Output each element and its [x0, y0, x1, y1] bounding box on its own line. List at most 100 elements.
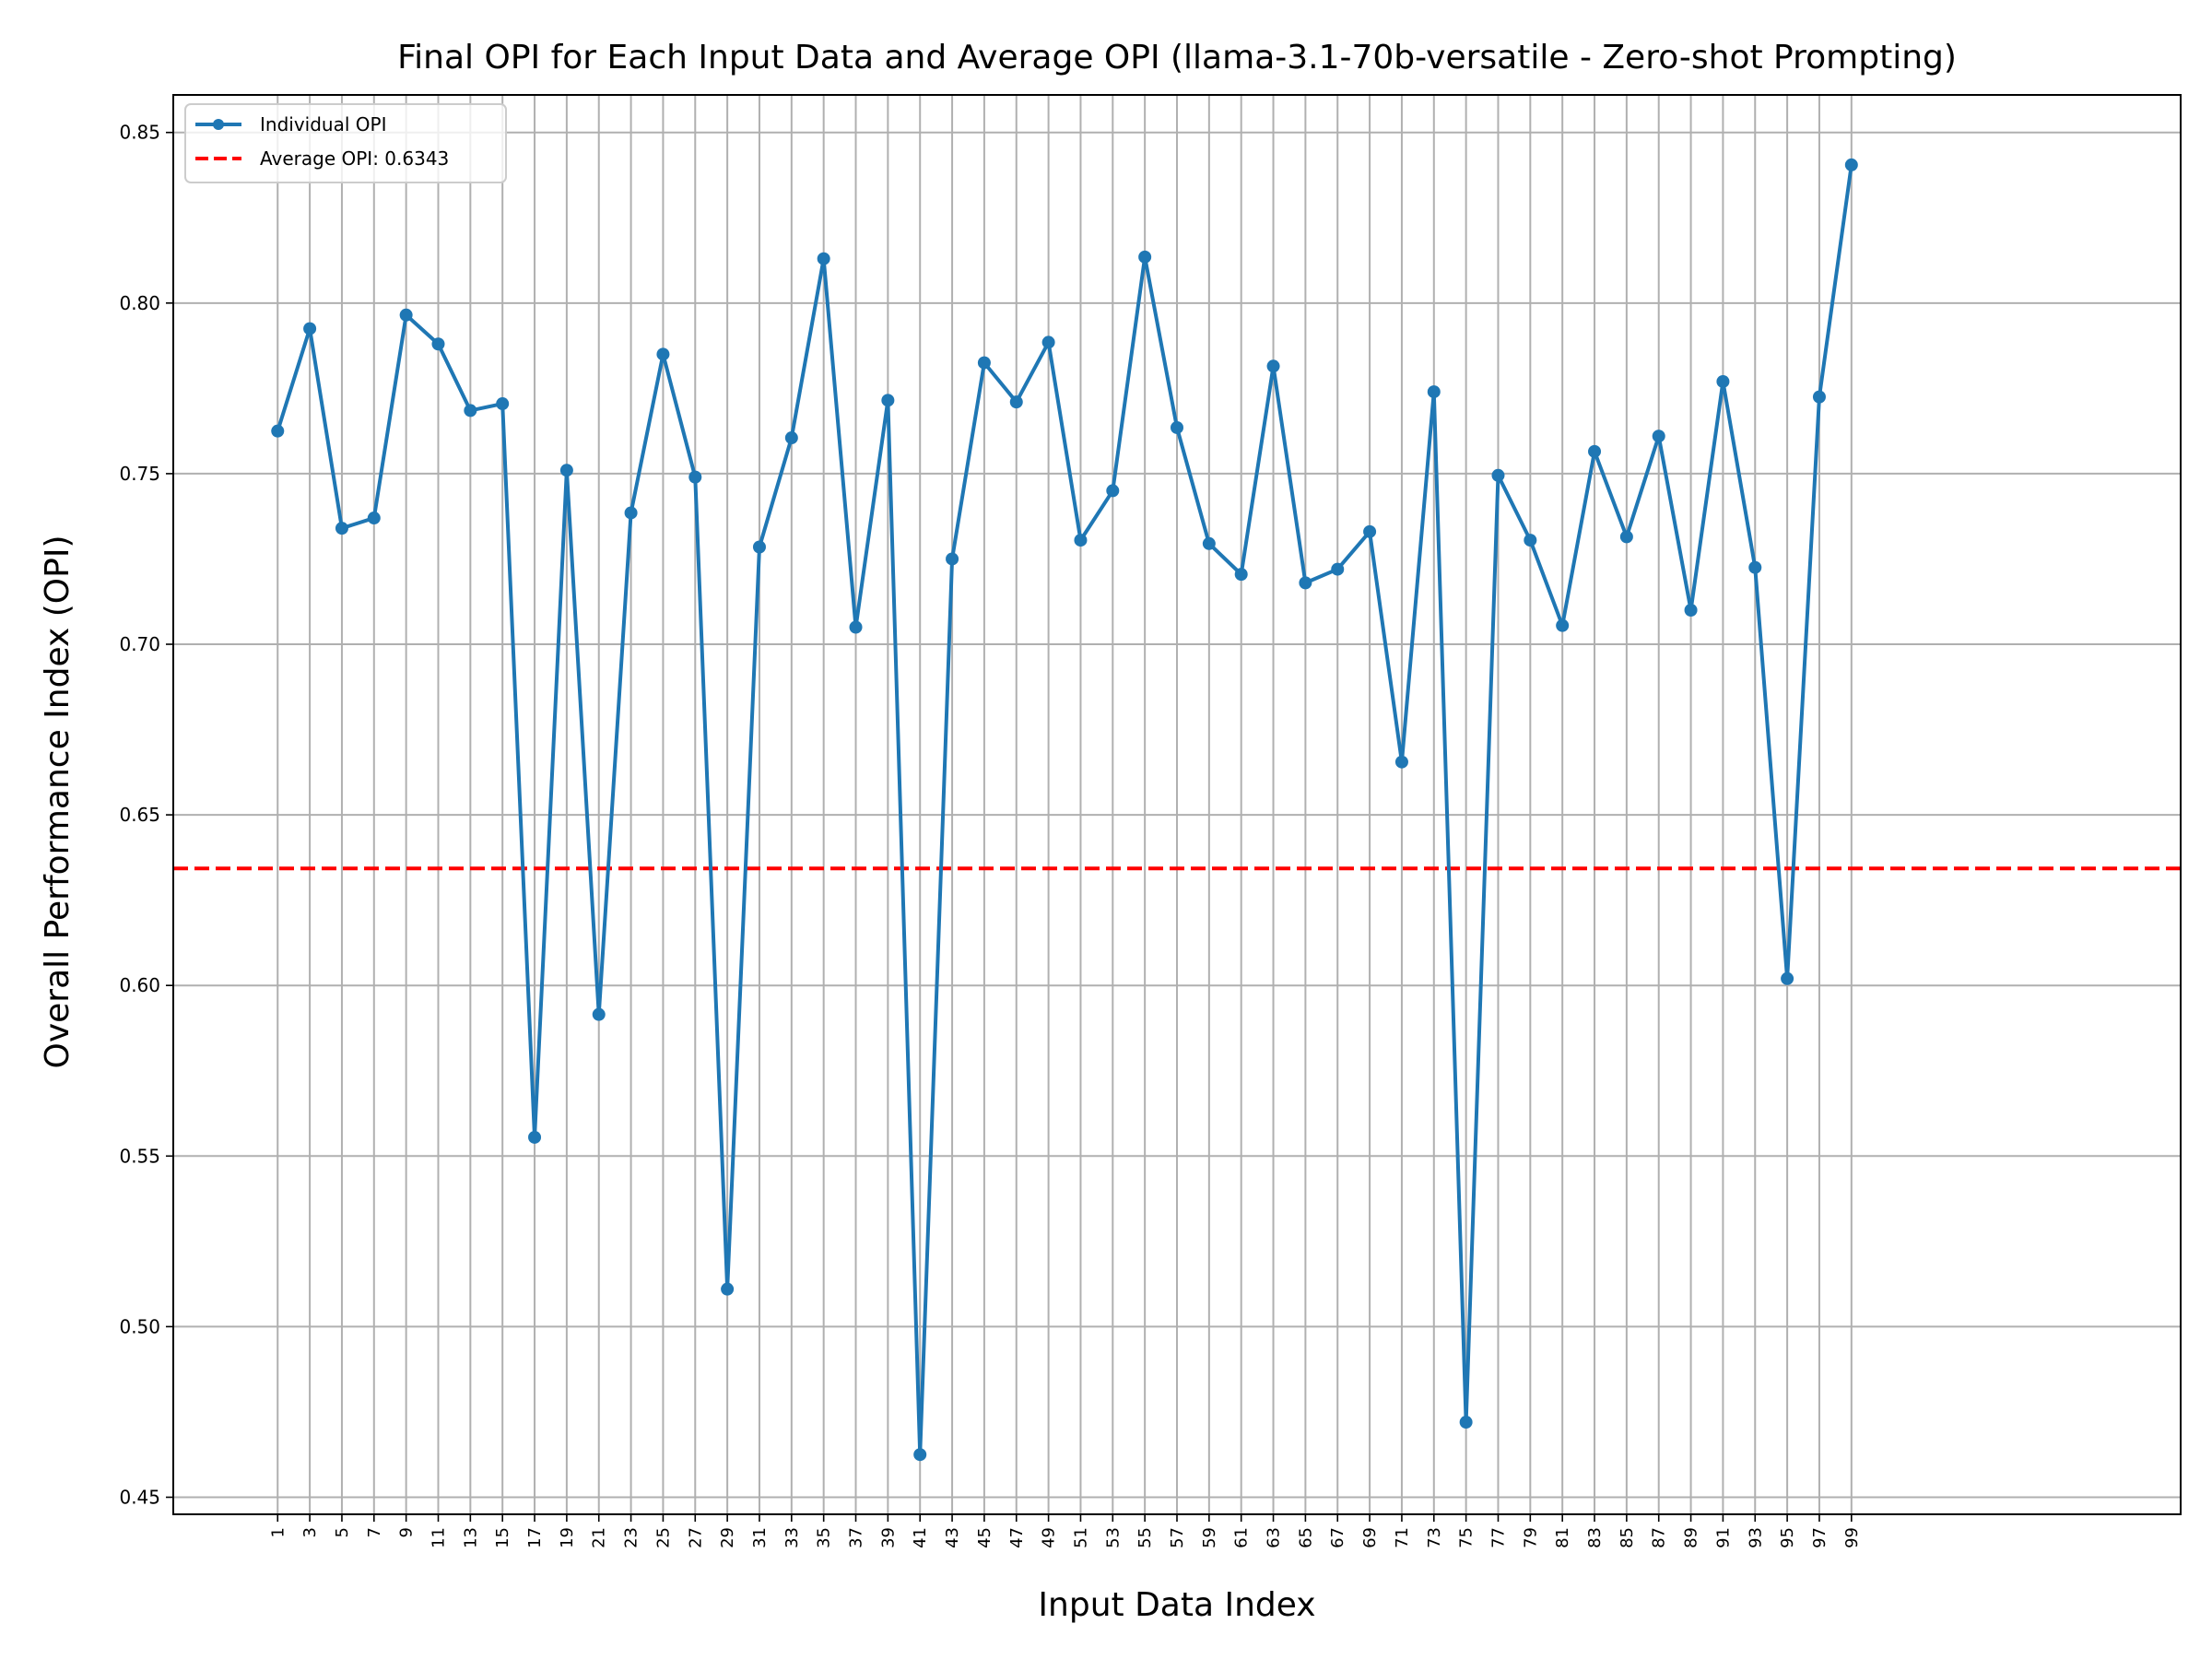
- x-tick-label: 85: [1618, 1527, 1637, 1548]
- x-tick-label: 63: [1265, 1527, 1284, 1548]
- legend: Individual OPI Average OPI: 0.6343: [184, 103, 507, 183]
- individual-opi-point: [1491, 468, 1505, 482]
- x-tick-label: 21: [590, 1527, 609, 1548]
- x-tick-label: 57: [1168, 1527, 1187, 1548]
- x-tick-label: 67: [1328, 1527, 1347, 1548]
- individual-opi-point: [1363, 524, 1377, 538]
- x-tick-label: 1: [268, 1527, 288, 1537]
- x-tick-label: 23: [622, 1527, 641, 1548]
- individual-opi-point: [1556, 618, 1570, 632]
- individual-opi-point: [592, 1007, 606, 1021]
- x-tick-label: 55: [1135, 1527, 1155, 1548]
- individual-opi-point: [1748, 560, 1762, 574]
- individual-opi-point: [721, 1282, 735, 1296]
- x-tick-label: 45: [975, 1527, 994, 1548]
- x-tick-label: 91: [1713, 1527, 1733, 1548]
- x-tick-label: 83: [1585, 1527, 1605, 1548]
- x-tick-label: 13: [461, 1527, 480, 1548]
- individual-opi-point: [849, 620, 863, 634]
- individual-opi-point: [624, 506, 638, 520]
- individual-opi-point: [1171, 420, 1183, 434]
- x-tick-label: 81: [1553, 1527, 1572, 1548]
- individual-opi-point: [528, 1130, 542, 1144]
- individual-opi-point: [1588, 444, 1602, 458]
- individual-opi-point: [1266, 359, 1280, 373]
- individual-opi-point: [1812, 390, 1826, 404]
- x-tick-label: 59: [1200, 1527, 1219, 1548]
- individual-opi-point: [431, 337, 445, 351]
- x-tick-label: 71: [1393, 1527, 1412, 1548]
- x-tick-label: 9: [397, 1527, 417, 1537]
- x-tick-label: 77: [1488, 1527, 1508, 1548]
- y-tick-label: 0.70: [119, 633, 160, 655]
- x-tick-label: 7: [365, 1527, 384, 1537]
- series-layer: [271, 158, 1858, 1462]
- individual-opi-point: [1331, 562, 1345, 576]
- x-tick-label: 79: [1521, 1527, 1540, 1548]
- x-tick-label: 61: [1232, 1527, 1252, 1548]
- individual-opi-point: [399, 308, 413, 322]
- y-tick-label: 0.50: [119, 1315, 160, 1337]
- legend-label-individual: Individual OPI: [260, 113, 386, 135]
- x-tick-label: 17: [525, 1527, 545, 1548]
- legend-marker-individual: [213, 119, 224, 130]
- individual-opi-point: [688, 470, 702, 484]
- individual-opi-point: [1138, 250, 1152, 264]
- x-tick-label: 15: [493, 1527, 512, 1548]
- x-tick-label: 3: [300, 1527, 320, 1537]
- x-tick-label: 43: [943, 1527, 962, 1548]
- x-tick-label: 27: [686, 1527, 705, 1548]
- x-tick-label: 87: [1650, 1527, 1669, 1548]
- legend-box: [184, 103, 507, 183]
- individual-opi-point: [946, 552, 959, 566]
- x-tick-label: 97: [1810, 1527, 1830, 1548]
- individual-opi-point: [1041, 335, 1055, 349]
- x-tick-label: 41: [911, 1527, 930, 1548]
- x-tick-label: 5: [333, 1527, 352, 1537]
- x-tick-label: 29: [718, 1527, 737, 1548]
- x-tick-label: 31: [750, 1527, 770, 1548]
- y-tick-label: 0.75: [119, 463, 160, 485]
- x-tick-label: 89: [1682, 1527, 1701, 1548]
- individual-opi-point: [1106, 484, 1120, 498]
- individual-opi-point: [1524, 534, 1537, 547]
- individual-opi-point: [784, 431, 798, 445]
- legend-label-average: Average OPI: 0.6343: [260, 147, 449, 170]
- individual-opi-point: [1459, 1416, 1473, 1430]
- individual-opi-point: [335, 522, 348, 535]
- individual-opi-point: [1299, 576, 1312, 590]
- x-tick-label: 19: [558, 1527, 577, 1548]
- individual-opi-point: [1619, 530, 1633, 544]
- x-tick-label: 33: [782, 1527, 802, 1548]
- x-tick-label: 73: [1425, 1527, 1444, 1548]
- y-tick-label: 0.60: [119, 974, 160, 996]
- individual-opi-point: [1202, 536, 1216, 550]
- individual-opi-point: [303, 322, 317, 335]
- x-tick-label: 75: [1457, 1527, 1477, 1548]
- chart-title: Final OPI for Each Input Data and Averag…: [397, 39, 1957, 76]
- x-tick-label: 99: [1842, 1527, 1862, 1548]
- individual-opi-point: [1781, 971, 1794, 985]
- individual-opi-point: [913, 1448, 927, 1462]
- individual-opi-point: [656, 347, 670, 361]
- individual-opi-point: [977, 356, 991, 370]
- x-tick-label: 11: [429, 1527, 448, 1548]
- individual-opi-point: [1652, 429, 1665, 443]
- x-tick-label: 95: [1778, 1527, 1797, 1548]
- individual-opi-point: [1684, 603, 1698, 617]
- individual-opi-point: [817, 252, 830, 265]
- individual-opi-point: [367, 512, 381, 525]
- individual-opi-point: [881, 394, 895, 407]
- individual-opi-point: [496, 397, 510, 411]
- individual-opi-point: [1234, 568, 1248, 582]
- individual-opi-point: [1427, 385, 1441, 399]
- y-tick-label: 0.55: [119, 1145, 160, 1167]
- x-tick-label: 51: [1071, 1527, 1090, 1548]
- x-tick-label: 93: [1746, 1527, 1765, 1548]
- individual-opi-point: [1394, 755, 1408, 769]
- individual-opi-point: [271, 424, 285, 438]
- y-axis-label: Overall Performance Index (OPI): [39, 535, 76, 1069]
- x-tick-label: 47: [1007, 1527, 1027, 1548]
